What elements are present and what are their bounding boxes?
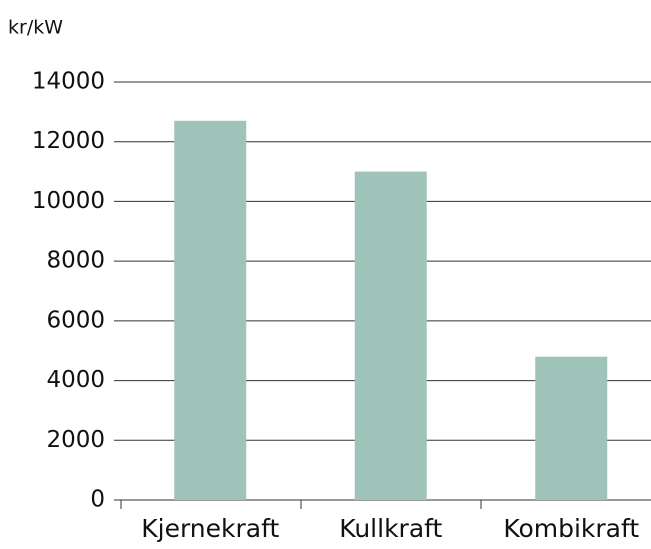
y-tick-label: 12000 (32, 128, 105, 154)
bar (535, 356, 608, 500)
y-tick-label: 10000 (32, 188, 105, 214)
y-tick-label: 14000 (32, 69, 105, 95)
y-tick-label: 2000 (46, 427, 105, 453)
bar (174, 120, 247, 501)
x-tick-label: Kjernekraft (141, 514, 279, 543)
y-tick-label: 0 (90, 487, 105, 513)
y-tick-label: 6000 (46, 307, 105, 333)
y-axis-label: kr/kW (8, 17, 63, 39)
bar (354, 171, 427, 501)
x-tick-label: Kombikraft (503, 514, 639, 543)
y-tick-label: 8000 (46, 248, 105, 274)
x-tick-label: Kullkraft (339, 514, 442, 543)
y-tick-label: 4000 (46, 367, 105, 393)
